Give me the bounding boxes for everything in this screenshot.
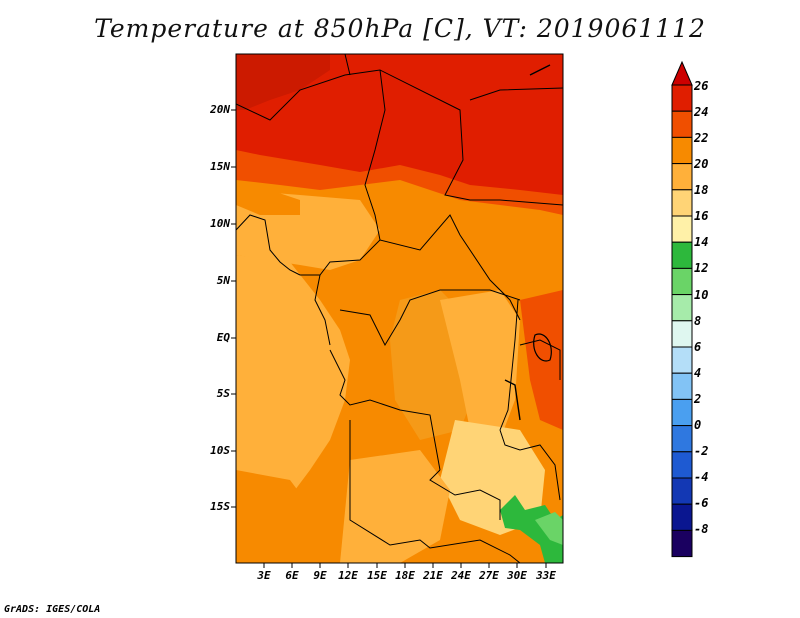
colorbar-segment — [671, 398, 693, 427]
lon-label: 6E — [285, 569, 299, 582]
colorbar-segment — [671, 503, 693, 531]
colorbar-label: -4 — [694, 470, 709, 484]
lon-label: 18E — [395, 569, 415, 582]
colorbar-segment — [671, 477, 693, 505]
lake-victoria — [533, 333, 552, 362]
colorbar-label: 4 — [694, 366, 702, 380]
colorbar-segment — [671, 241, 693, 269]
colorbar-segment — [671, 372, 693, 400]
lake-tanganyika — [504, 379, 521, 421]
lat-label: 10N — [210, 217, 230, 230]
cool-zone-10 — [535, 512, 563, 545]
colorbar-label: 22 — [694, 131, 709, 145]
zone-near-8n — [236, 180, 300, 215]
chart-title: Temperature at 850hPa [C], VT: 201906111… — [94, 14, 706, 43]
colorbar-label: 12 — [694, 261, 709, 275]
hot-pocket-nw — [236, 54, 330, 110]
colorbar-segment — [671, 451, 693, 479]
border-lakes — [499, 299, 519, 431]
lon-label: 24E — [451, 569, 471, 582]
lon-label: 15E — [367, 569, 387, 582]
border-east — [499, 429, 561, 501]
southwest-zone-20 — [236, 470, 320, 563]
colorbar-segment — [671, 425, 693, 453]
colorbar-label: 8 — [694, 314, 702, 328]
colorbar-segment — [671, 215, 693, 243]
lat-label: EQ — [216, 331, 230, 344]
lon-label: 12E — [338, 569, 358, 582]
lon-label: 21E — [423, 569, 443, 582]
east-highlands — [440, 290, 520, 440]
grads-credit: GrADS: IGES/COLA — [4, 604, 101, 615]
border-sahel — [236, 69, 563, 206]
colorbar-segment — [671, 320, 693, 348]
colorbar-segment — [671, 294, 693, 322]
country-borders — [236, 54, 563, 563]
colorbar-segment — [671, 163, 693, 191]
colorbar-segment — [671, 84, 693, 112]
colorbar — [671, 60, 693, 558]
coast-red-sea — [529, 64, 551, 76]
border-segment-e — [429, 469, 501, 520]
border-segment-d — [469, 87, 563, 101]
colorbar-label: -6 — [694, 496, 709, 510]
colorbar-segment — [671, 136, 693, 165]
colorbar-label: -2 — [694, 444, 709, 458]
lat-label: 15N — [210, 160, 230, 173]
colorbar-label: 18 — [694, 183, 709, 197]
colorbar-label: 2 — [694, 392, 702, 406]
lat-label: 5N — [216, 274, 230, 287]
colorbar-label: 26 — [694, 79, 709, 93]
colorbar-label: 24 — [694, 105, 709, 119]
colorbar-segment — [671, 267, 693, 296]
border-congo-north — [339, 289, 521, 347]
lon-label: 30E — [507, 569, 527, 582]
colorbar-label: 10 — [694, 288, 709, 302]
border-segment-b — [300, 69, 386, 276]
colorbar-label: 14 — [694, 235, 709, 249]
north-zone-24 — [236, 54, 563, 195]
border-congo-south — [329, 349, 441, 471]
border-segment-a — [344, 54, 351, 76]
border-west — [236, 214, 301, 276]
lon-label: 27E — [479, 569, 499, 582]
cool-zone-12 — [500, 495, 563, 563]
temperature-field — [236, 54, 563, 563]
colorbar-label: 6 — [694, 340, 702, 354]
lon-label: 3E — [257, 569, 271, 582]
colorbar-segment — [671, 346, 693, 374]
border-segment-c — [314, 274, 331, 346]
lat-label: 10S — [210, 444, 230, 457]
border-central — [379, 214, 521, 321]
colorbar-label: 16 — [694, 209, 709, 223]
west-coast-zone-18 — [236, 255, 350, 530]
map-frame — [235, 53, 564, 564]
colorbar-segment — [671, 110, 693, 138]
lat-ticks — [231, 109, 236, 508]
lat-label: 20N — [210, 103, 230, 116]
colorbar-segment — [671, 529, 693, 558]
lat-label: 15S — [210, 500, 230, 513]
border-south — [349, 420, 521, 563]
lat-label: 5S — [216, 387, 230, 400]
colorbar-label: 0 — [694, 418, 702, 432]
lon-ticks — [263, 563, 547, 568]
colorbar-label: 20 — [694, 157, 709, 171]
lon-label: 9E — [313, 569, 327, 582]
colorbar-cap-top — [671, 60, 693, 86]
south-zone-18 — [340, 450, 450, 563]
lon-label: 33E — [536, 569, 556, 582]
colorbar-label: -8 — [694, 522, 709, 536]
colorbar-segment — [671, 189, 693, 217]
